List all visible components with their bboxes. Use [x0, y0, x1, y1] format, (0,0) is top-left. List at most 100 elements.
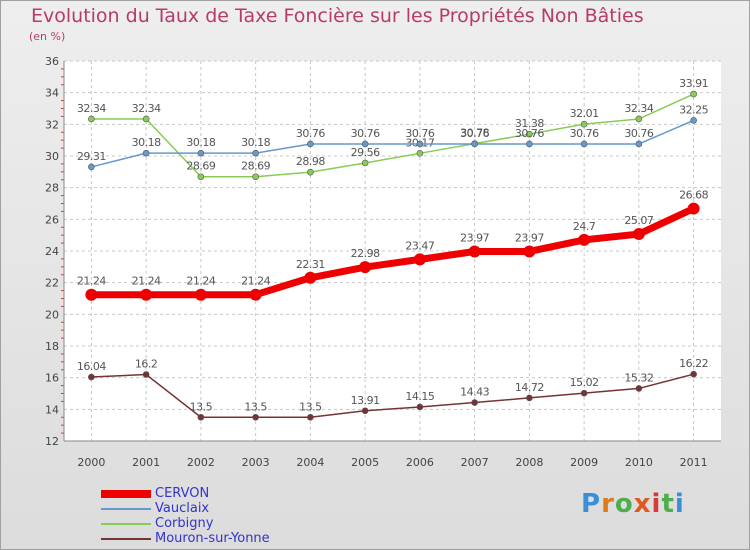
data-point: [194, 288, 207, 301]
data-point: [249, 288, 262, 301]
data-point: [690, 117, 697, 124]
x-tick-label: 2002: [187, 456, 215, 469]
data-point: [632, 228, 645, 241]
data-label: 30.76: [570, 127, 599, 140]
data-point: [578, 233, 591, 246]
x-tick-label: 2010: [625, 456, 653, 469]
data-point: [361, 140, 369, 148]
data-label: 30.76: [405, 127, 434, 140]
y-tick-label: 34: [45, 87, 59, 100]
data-point: [687, 202, 700, 215]
data-label: 28.98: [296, 155, 325, 168]
brand-logo: Proxiti: [581, 489, 685, 519]
data-point: [142, 371, 150, 378]
data-point: [307, 168, 314, 176]
x-tick-label: 2008: [515, 456, 543, 469]
data-label: 28.69: [186, 160, 215, 173]
data-label: 25.07: [624, 214, 653, 227]
data-label: 13.5: [244, 400, 267, 413]
x-tick-label: 2003: [242, 456, 270, 469]
series-line-vauclaix: [91, 119, 694, 168]
y-tick-label: 14: [45, 403, 59, 416]
data-label: 15.32: [624, 371, 653, 384]
y-tick-label: 36: [45, 55, 59, 68]
data-point: [197, 173, 205, 181]
data-label: 21.24: [77, 275, 106, 288]
legend-swatch: [101, 490, 151, 498]
legend-swatch: [101, 508, 151, 510]
data-point: [88, 163, 95, 171]
data-label: 32.34: [77, 102, 106, 115]
data-point: [526, 130, 533, 138]
y-tick-label: 30: [45, 150, 59, 163]
data-label: 30.76: [515, 127, 544, 140]
data-label: 28.69: [241, 160, 270, 173]
data-point: [359, 261, 372, 274]
legend-item: CERVON: [101, 486, 361, 502]
data-point: [88, 373, 95, 381]
legend-label: CERVON: [155, 486, 210, 501]
y-tick-label: 22: [45, 277, 59, 290]
x-tick-label: 2011: [680, 456, 708, 469]
data-point: [526, 140, 533, 148]
legend-item: Mouron-sur-Yonne: [101, 531, 361, 547]
data-label: 23.97: [460, 231, 489, 244]
legend-item: Corbigny: [101, 516, 361, 532]
data-label: 30.78: [460, 127, 489, 140]
data-label: 16.2: [135, 358, 158, 371]
data-label: 30.76: [296, 127, 325, 140]
data-point: [471, 399, 478, 406]
data-point: [142, 115, 150, 123]
data-point: [526, 394, 533, 402]
data-point: [252, 413, 259, 421]
data-point: [580, 389, 588, 397]
series-line-cervon: [91, 205, 696, 299]
x-tick-label: 2005: [351, 456, 379, 469]
data-label: 13.5: [190, 400, 213, 413]
x-tick-label: 2009: [570, 456, 598, 469]
data-point: [523, 245, 536, 258]
data-label: 23.47: [405, 239, 434, 252]
data-point: [416, 150, 424, 157]
data-label: 29.56: [351, 146, 380, 159]
data-label: 30.76: [624, 127, 653, 140]
data-label: 32.25: [679, 103, 708, 116]
x-tick-label: 2006: [406, 456, 434, 469]
data-point: [85, 288, 98, 301]
data-point: [307, 413, 314, 421]
data-point: [307, 140, 314, 148]
data-label: 14.43: [460, 386, 489, 399]
data-label: 22.98: [351, 247, 380, 260]
data-label: 32.01: [570, 107, 599, 120]
y-tick-label: 12: [45, 435, 59, 448]
data-point: [304, 271, 317, 284]
legend: CERVON Vauclaix Corbigny Mouron-sur-Yonne: [101, 486, 361, 547]
legend-item: Vauclaix: [101, 501, 361, 517]
data-label: 33.91: [679, 77, 708, 90]
data-label: 30.76: [460, 127, 489, 140]
data-point: [140, 288, 153, 301]
data-label: 30.18: [186, 136, 215, 149]
legend-label: Vauclaix: [155, 501, 210, 516]
data-point: [690, 90, 697, 98]
data-point: [580, 120, 588, 128]
data-point: [252, 149, 259, 157]
chart-title: Evolution du Taux de Taxe Foncière sur l…: [31, 5, 644, 27]
data-point: [635, 385, 643, 392]
data-point: [471, 140, 478, 148]
data-point: [416, 140, 424, 148]
data-label: 32.34: [132, 102, 161, 115]
data-label: 21.24: [241, 275, 270, 288]
data-label: 21.24: [186, 275, 215, 288]
data-point: [361, 407, 369, 415]
data-label: 15.02: [570, 376, 599, 389]
data-label: 14.72: [515, 381, 544, 394]
data-label: 14.15: [405, 390, 434, 403]
y-tick-label: 20: [45, 308, 59, 321]
data-point: [580, 140, 588, 148]
y-tick-label: 28: [45, 182, 59, 195]
y-tick-label: 18: [45, 340, 59, 353]
y-tick-label: 26: [45, 213, 59, 226]
data-label: 26.68: [679, 189, 708, 202]
